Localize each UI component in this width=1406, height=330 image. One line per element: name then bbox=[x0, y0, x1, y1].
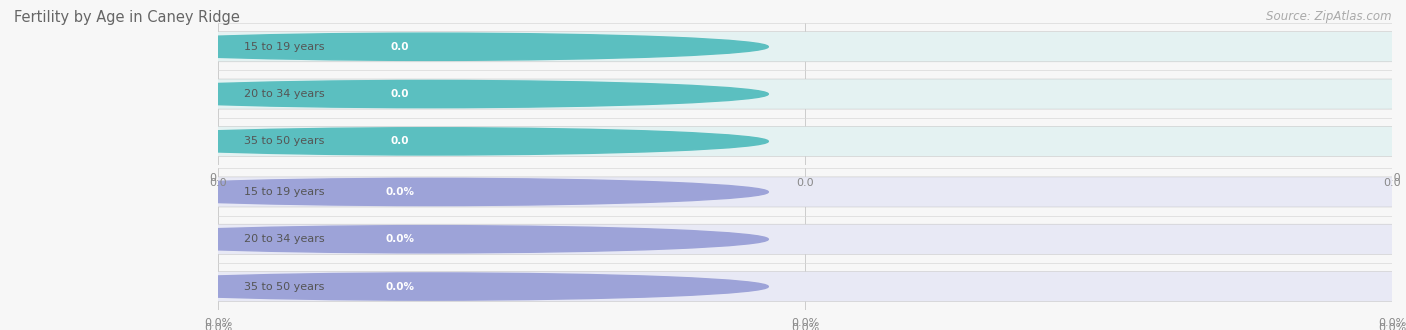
Circle shape bbox=[91, 178, 768, 206]
Circle shape bbox=[91, 273, 768, 300]
FancyBboxPatch shape bbox=[200, 79, 1406, 109]
FancyBboxPatch shape bbox=[356, 181, 444, 203]
FancyBboxPatch shape bbox=[200, 32, 1406, 62]
FancyBboxPatch shape bbox=[356, 36, 444, 58]
Text: 0.0: 0.0 bbox=[796, 178, 814, 188]
FancyBboxPatch shape bbox=[356, 130, 444, 152]
Text: 0.0: 0.0 bbox=[391, 89, 409, 99]
Circle shape bbox=[91, 128, 768, 155]
Text: 0.0%: 0.0% bbox=[204, 323, 232, 330]
FancyBboxPatch shape bbox=[200, 272, 1406, 302]
Text: 0.0: 0.0 bbox=[391, 42, 409, 52]
Circle shape bbox=[91, 33, 768, 60]
Text: 20 to 34 years: 20 to 34 years bbox=[243, 234, 325, 244]
Text: 0.0: 0.0 bbox=[391, 136, 409, 146]
Text: 0.0%: 0.0% bbox=[385, 187, 415, 197]
FancyBboxPatch shape bbox=[200, 224, 1406, 254]
FancyBboxPatch shape bbox=[200, 126, 1406, 156]
Text: 0.0%: 0.0% bbox=[1378, 323, 1406, 330]
FancyBboxPatch shape bbox=[356, 275, 444, 298]
Text: 0.0%: 0.0% bbox=[385, 281, 415, 291]
Circle shape bbox=[91, 226, 768, 253]
Text: 20 to 34 years: 20 to 34 years bbox=[243, 89, 325, 99]
Text: 0.0: 0.0 bbox=[1384, 178, 1400, 188]
Text: 0.0%: 0.0% bbox=[385, 234, 415, 244]
FancyBboxPatch shape bbox=[200, 177, 1406, 207]
Text: 15 to 19 years: 15 to 19 years bbox=[243, 42, 325, 52]
Text: 15 to 19 years: 15 to 19 years bbox=[243, 187, 325, 197]
Text: 35 to 50 years: 35 to 50 years bbox=[243, 136, 325, 146]
Text: Fertility by Age in Caney Ridge: Fertility by Age in Caney Ridge bbox=[14, 10, 240, 25]
Text: Source: ZipAtlas.com: Source: ZipAtlas.com bbox=[1267, 10, 1392, 23]
Text: 0.0%: 0.0% bbox=[790, 323, 820, 330]
Text: 0.0: 0.0 bbox=[209, 178, 226, 188]
Circle shape bbox=[91, 81, 768, 108]
Text: 35 to 50 years: 35 to 50 years bbox=[243, 281, 325, 291]
FancyBboxPatch shape bbox=[356, 228, 444, 250]
FancyBboxPatch shape bbox=[356, 83, 444, 105]
